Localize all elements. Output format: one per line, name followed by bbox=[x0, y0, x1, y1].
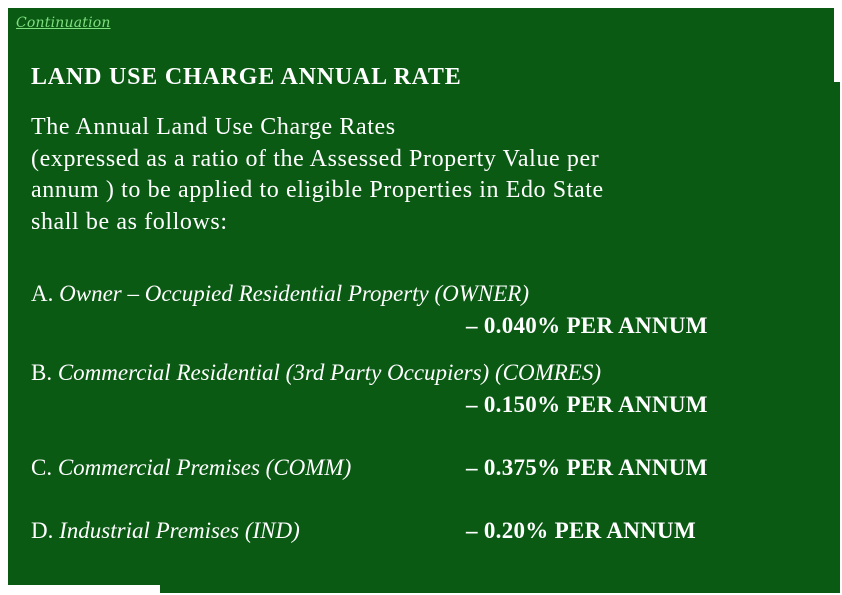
slide-title: LAND USE CHARGE ANNUAL RATE bbox=[31, 64, 462, 90]
rate-item-c: C. Commercial Premises (COMM) bbox=[31, 455, 351, 481]
intro-paragraph: The Annual Land Use Charge Rates (expres… bbox=[31, 112, 604, 238]
green-panel bbox=[8, 8, 834, 585]
rate-item-d: D. Industrial Premises (IND) bbox=[31, 518, 300, 544]
item-letter: C. bbox=[31, 455, 58, 480]
rate-value-a: – 0.040% PER ANNUM bbox=[466, 313, 708, 338]
item-letter: D. bbox=[31, 518, 60, 543]
green-panel-bottom-edge bbox=[160, 585, 840, 593]
rate-item-b: B. Commercial Residential (3rd Party Occ… bbox=[31, 360, 601, 386]
rate-value-c: – 0.375% PER ANNUM bbox=[466, 455, 708, 480]
intro-line: annum ) to be applied to eligible Proper… bbox=[31, 177, 604, 203]
item-description: Commercial Residential (3rd Party Occupi… bbox=[57, 360, 601, 385]
item-description: Commercial Premises (COMM) bbox=[57, 455, 352, 480]
item-letter: B. bbox=[31, 360, 58, 385]
item-description: Owner – Occupied Residential Property (O… bbox=[59, 281, 530, 306]
item-description: Industrial Premises (IND) bbox=[59, 518, 300, 543]
continuation-tag: Continuation bbox=[16, 15, 111, 31]
intro-line: shall be as follows: bbox=[31, 208, 228, 235]
intro-line: The Annual Land Use Charge Rates bbox=[31, 114, 396, 140]
rate-value-d: – 0.20% PER ANNUM bbox=[466, 518, 696, 543]
rate-item-a: A. Owner – Occupied Residential Property… bbox=[31, 281, 529, 307]
rate-value-b: – 0.150% PER ANNUM bbox=[466, 392, 708, 417]
green-panel-right-edge bbox=[834, 82, 840, 593]
item-letter: A. bbox=[31, 281, 60, 306]
intro-line: (expressed as a ratio of the Assessed Pr… bbox=[31, 145, 600, 172]
